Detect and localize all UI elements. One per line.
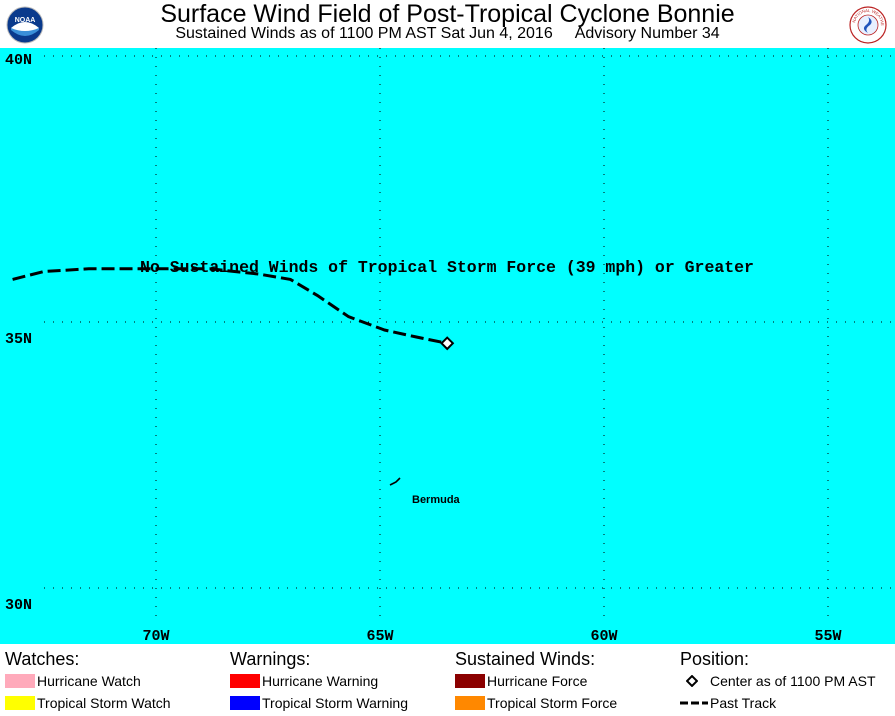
legend-sustained-winds: Sustained Winds: Hurricane Force Tropica… — [455, 648, 617, 714]
legend-item-tropical-storm-force: Tropical Storm Force — [455, 692, 617, 714]
legend-item-hurricane-force: Hurricane Force — [455, 670, 595, 692]
subtitle-time: Sustained Winds as of 1100 PM AST Sat Ju… — [175, 25, 553, 42]
legend-item-tropical-storm-watch: Tropical Storm Watch — [5, 692, 171, 714]
hurricane-warning-swatch — [230, 674, 260, 688]
no-winds-message: No Sustained Winds of Tropical Storm For… — [140, 258, 754, 277]
subtitle-advisory: Advisory Number 34 — [574, 25, 720, 42]
latitude-labels: 40N 35N 30N — [5, 52, 32, 614]
noaa-logo-text: NOAA — [15, 17, 36, 24]
legend-warnings-heading: Warnings: — [230, 649, 311, 669]
center-diamond-icon — [686, 675, 698, 687]
legend-winds-heading: Sustained Winds: — [455, 649, 596, 669]
page-title: Surface Wind Field of Post-Tropical Cycl… — [160, 0, 735, 28]
lon-label-70w: 70W — [142, 628, 169, 644]
header: NOAA Surface Wind Field of Post-Tropical… — [0, 0, 895, 48]
lat-label-40n: 40N — [5, 52, 32, 69]
storm-center-marker — [440, 336, 455, 351]
legend-item-hurricane-watch: Hurricane Watch — [5, 670, 141, 692]
lat-label-30n: 30N — [5, 597, 32, 614]
legend: Watches: Hurricane Watch Tropical Storm … — [0, 644, 895, 716]
legend-item-tropical-storm-warning: Tropical Storm Warning — [230, 692, 408, 714]
nws-logo-icon: NATIONAL WEATHER SERVICE — [849, 6, 887, 44]
lon-label-60w: 60W — [590, 628, 617, 644]
hurricane-watch-swatch — [5, 674, 35, 688]
legend-warnings: Warnings: Hurricane Warning Tropical Sto… — [230, 648, 408, 714]
legend-item-hurricane-warning: Hurricane Warning — [230, 670, 378, 692]
lon-label-65w: 65W — [366, 628, 393, 644]
longitude-labels: 70W 65W 60W 55W — [142, 628, 841, 644]
wind-field-map: 40N 35N 30N 70W 65W 60W 55W No Sustained… — [0, 48, 895, 644]
bermuda-label: Bermuda — [412, 494, 461, 506]
past-track-dash-icon — [680, 701, 708, 705]
lat-label-35n: 35N — [5, 331, 32, 348]
tropical-storm-watch-swatch — [5, 696, 35, 710]
legend-item-center: Center as of 1100 PM AST — [680, 670, 876, 692]
tropical-storm-warning-swatch — [230, 696, 260, 710]
legend-item-past-track: Past Track — [680, 692, 776, 714]
tropical-storm-force-swatch — [455, 696, 485, 710]
hurricane-force-swatch — [455, 674, 485, 688]
noaa-logo-icon: NOAA — [6, 6, 44, 44]
legend-position-heading: Position: — [680, 649, 750, 669]
legend-watches-heading: Watches: — [5, 649, 80, 669]
bermuda-island — [389, 477, 401, 486]
past-track-line — [12, 267, 448, 345]
lon-label-55w: 55W — [814, 628, 841, 644]
page-subtitle: Sustained Winds as of 1100 PM AST Sat Ju… — [0, 24, 895, 44]
legend-position: Position: Center as of 1100 PM AST Past … — [680, 648, 876, 714]
legend-watches: Watches: Hurricane Watch Tropical Storm … — [5, 648, 171, 714]
